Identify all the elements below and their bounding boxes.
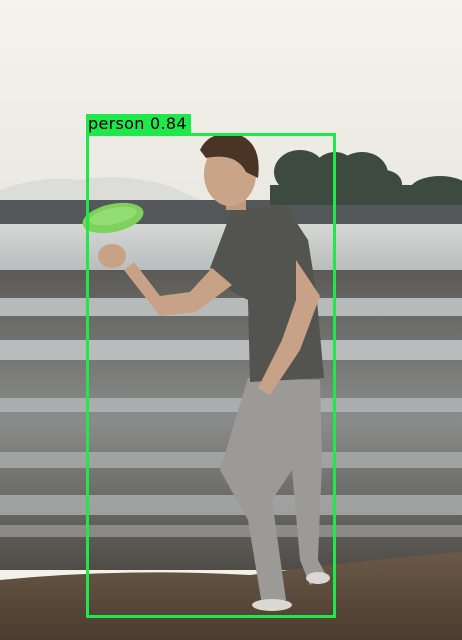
distant-hills xyxy=(0,177,200,205)
sand-beach xyxy=(0,552,462,640)
person xyxy=(98,133,330,611)
detection-label: person 0.84 xyxy=(86,114,191,133)
trees xyxy=(270,150,462,205)
mud-flats xyxy=(0,270,462,570)
detection-bounding-box xyxy=(86,133,336,618)
frisbee-highlight xyxy=(89,206,137,226)
